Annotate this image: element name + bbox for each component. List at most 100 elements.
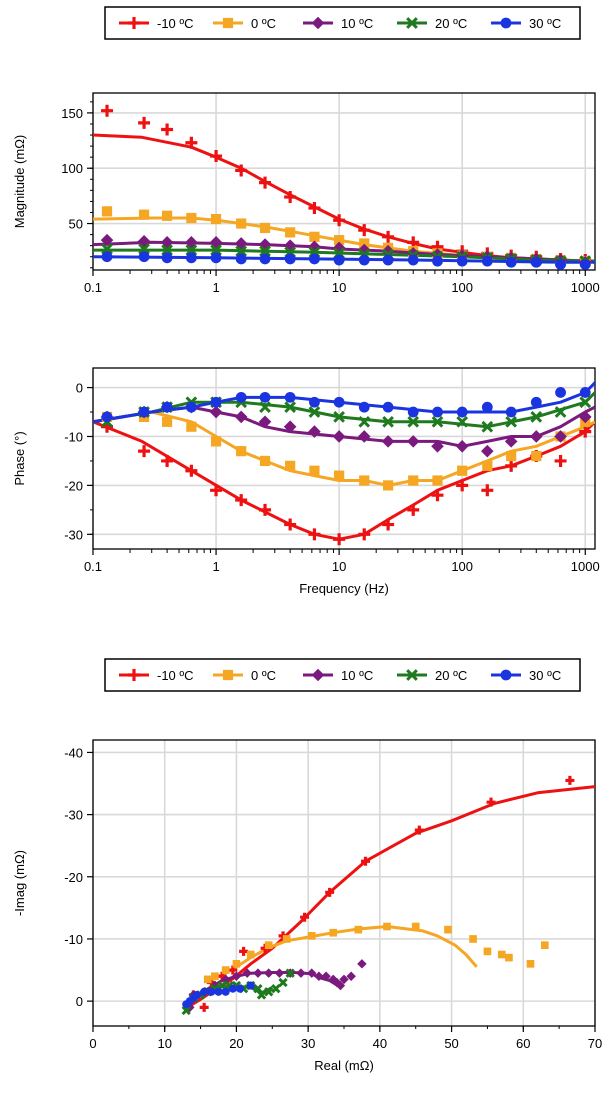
x-tick-label: 1 xyxy=(212,559,219,574)
x-tick-label: 0.1 xyxy=(84,559,102,574)
data-point--10c xyxy=(308,528,321,541)
data-point-30c xyxy=(333,254,345,266)
data-point--10c xyxy=(161,123,174,136)
x-axis-label: Real (mΩ) xyxy=(314,1058,374,1073)
chart-panel-magnitude: 0.1 1 10 100 1000 50 100 150 Magnitude (mΩ) xyxy=(12,92,600,295)
data-point-30c xyxy=(432,255,443,267)
data-point-30c xyxy=(309,396,320,408)
data-point-20c xyxy=(235,245,248,258)
legend-marker xyxy=(311,16,325,30)
data-point-30c xyxy=(200,987,209,996)
series-layer xyxy=(181,775,595,1016)
data-point-0c xyxy=(354,925,363,934)
data-point-10c xyxy=(357,243,371,257)
data-point-30c xyxy=(432,406,443,418)
data-point--10c xyxy=(361,856,371,866)
data-point-20c xyxy=(285,968,295,978)
data-point-20c xyxy=(161,244,173,256)
data-point-0c xyxy=(186,212,197,224)
y-tick-label: -30 xyxy=(64,527,83,542)
data-point-10c xyxy=(253,968,263,978)
data-point-30c xyxy=(259,253,271,265)
data-point-0c xyxy=(505,953,513,962)
data-point-30c xyxy=(456,406,468,418)
data-point-0c xyxy=(221,966,230,974)
data-point--10c xyxy=(185,136,198,149)
legend-label: 10 ºC xyxy=(341,668,373,683)
data-point-10c xyxy=(283,239,297,252)
data-point-30c xyxy=(284,391,296,403)
data-point--10c xyxy=(414,825,424,835)
data-point-10c xyxy=(554,430,567,443)
data-point-30c xyxy=(530,256,542,268)
data-point-30c xyxy=(228,984,237,993)
legend-label: -10 ºC xyxy=(157,668,194,683)
data-point-10c xyxy=(296,968,306,978)
data-point-10c xyxy=(137,234,151,248)
y-tick-label: 100 xyxy=(61,161,83,176)
data-point--10c xyxy=(407,503,420,516)
data-point--10c xyxy=(486,797,496,807)
data-point-10c xyxy=(321,971,331,981)
data-point-0c xyxy=(101,206,113,217)
legend-label: 30 ºC xyxy=(529,668,561,683)
data-point-0c xyxy=(469,935,477,943)
data-point-30c xyxy=(284,253,296,265)
data-point--10c xyxy=(456,479,469,492)
legend-label: 20 ºC xyxy=(435,668,467,683)
data-point-20c xyxy=(185,244,198,256)
data-point--10c xyxy=(284,190,297,203)
data-point-10c xyxy=(100,233,114,247)
data-point-20c xyxy=(579,396,592,409)
data-point-0c xyxy=(444,925,452,934)
data-point-10c xyxy=(357,430,371,443)
data-point-30c xyxy=(210,396,222,408)
legend-label: -10 ºC xyxy=(157,16,194,31)
y-tick-label: 50 xyxy=(69,217,83,232)
data-point-20c xyxy=(431,415,444,428)
legend-marker xyxy=(222,669,234,681)
data-point-30c xyxy=(481,255,493,267)
data-point-0c xyxy=(236,218,247,229)
data-point--10c xyxy=(382,518,395,531)
x-tick-label: 1000 xyxy=(571,559,600,574)
data-point-0c xyxy=(329,928,338,937)
data-point-0c xyxy=(285,460,296,471)
data-point-20c xyxy=(259,401,271,413)
x-tick-label: 100 xyxy=(451,559,473,574)
data-point-30c xyxy=(555,259,566,270)
series-layer xyxy=(93,381,595,546)
legend-label: 0 ºC xyxy=(251,668,276,683)
legend-marker xyxy=(500,669,512,681)
data-point--10c xyxy=(239,946,249,956)
data-point-10c xyxy=(274,968,285,978)
legend-label: 20 ºC xyxy=(435,16,467,31)
data-point-30c xyxy=(161,252,173,264)
plot-frame xyxy=(92,367,596,550)
data-point-10c xyxy=(242,968,252,978)
data-point--10c xyxy=(259,503,272,516)
data-point-0c xyxy=(161,210,173,221)
data-point-30c xyxy=(456,255,468,267)
data-point-10c xyxy=(431,248,444,261)
x-tick-label: 40 xyxy=(373,1036,387,1051)
y-tick-label: -10 xyxy=(64,429,83,444)
legend: -10 ºC 0 ºC 10 ºC 20 ºC 30 ºC xyxy=(104,6,581,40)
data-point-30c xyxy=(579,259,591,270)
data-point-0c xyxy=(309,231,320,242)
data-point--10c xyxy=(210,150,223,163)
data-point--10c xyxy=(235,164,248,177)
data-point-0c xyxy=(359,475,370,486)
data-point-30c xyxy=(246,981,255,990)
data-point-20c xyxy=(278,977,288,988)
data-point--10c xyxy=(579,425,592,438)
data-point-30c xyxy=(138,251,150,263)
y-tick-label: -20 xyxy=(64,870,83,885)
data-point-0c xyxy=(540,941,549,949)
x-tick-label: 1 xyxy=(212,280,219,295)
data-point--10c xyxy=(210,484,223,497)
data-point-30c xyxy=(221,987,230,996)
data-point-0c xyxy=(483,947,492,956)
data-point-10c xyxy=(258,415,272,429)
